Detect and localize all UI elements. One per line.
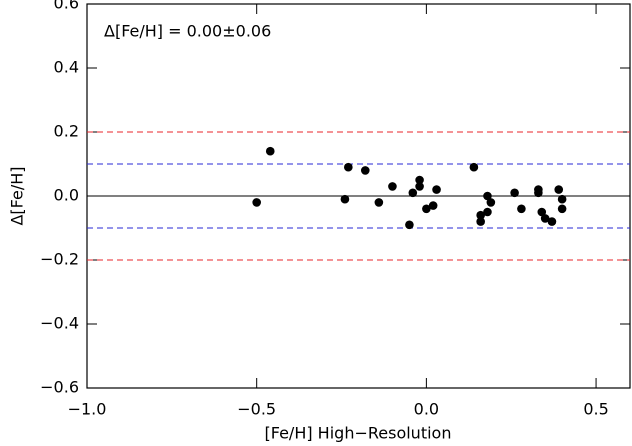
point bbox=[415, 175, 424, 185]
y-tick-label: 0.2 bbox=[54, 122, 79, 141]
point bbox=[405, 220, 414, 230]
point bbox=[374, 198, 384, 207]
point bbox=[428, 201, 438, 210]
point bbox=[483, 207, 492, 217]
x-tick-label: 0.0 bbox=[414, 400, 439, 419]
y-tick-label: 0.4 bbox=[54, 58, 79, 77]
x-tick-label: −0.5 bbox=[237, 400, 276, 419]
point bbox=[540, 214, 550, 223]
point bbox=[432, 185, 441, 194]
point bbox=[469, 162, 479, 172]
point bbox=[510, 188, 519, 198]
point bbox=[554, 185, 564, 194]
point bbox=[422, 204, 431, 214]
point bbox=[483, 191, 492, 201]
point bbox=[252, 198, 261, 207]
y-tick-label: 0.6 bbox=[54, 0, 79, 13]
x-axis-label: [Fe/H] High−Resolution bbox=[265, 424, 452, 443]
point bbox=[476, 217, 485, 226]
point bbox=[388, 182, 397, 191]
point bbox=[476, 210, 485, 220]
point bbox=[344, 162, 353, 172]
point bbox=[557, 204, 567, 214]
y-axis-label: Δ[Fe/H] bbox=[8, 166, 27, 225]
point bbox=[408, 188, 418, 198]
point bbox=[534, 188, 543, 198]
x-tick-label: 0.5 bbox=[583, 400, 608, 419]
x-tick-label: −1.0 bbox=[68, 400, 107, 419]
point bbox=[486, 198, 496, 207]
point bbox=[547, 217, 557, 226]
point bbox=[537, 207, 547, 217]
y-tick-label: −0.2 bbox=[40, 250, 79, 269]
annotation: Δ[Fe/H] = 0.00±0.06 bbox=[104, 22, 271, 41]
point bbox=[340, 194, 350, 204]
point bbox=[517, 204, 526, 214]
y-tick-label: −0.4 bbox=[40, 314, 79, 333]
point bbox=[557, 194, 567, 204]
point bbox=[415, 182, 424, 191]
point bbox=[360, 166, 370, 175]
point bbox=[265, 146, 275, 156]
y-tick-label: 0.0 bbox=[54, 186, 79, 205]
y-tick-label: −0.6 bbox=[40, 378, 79, 397]
